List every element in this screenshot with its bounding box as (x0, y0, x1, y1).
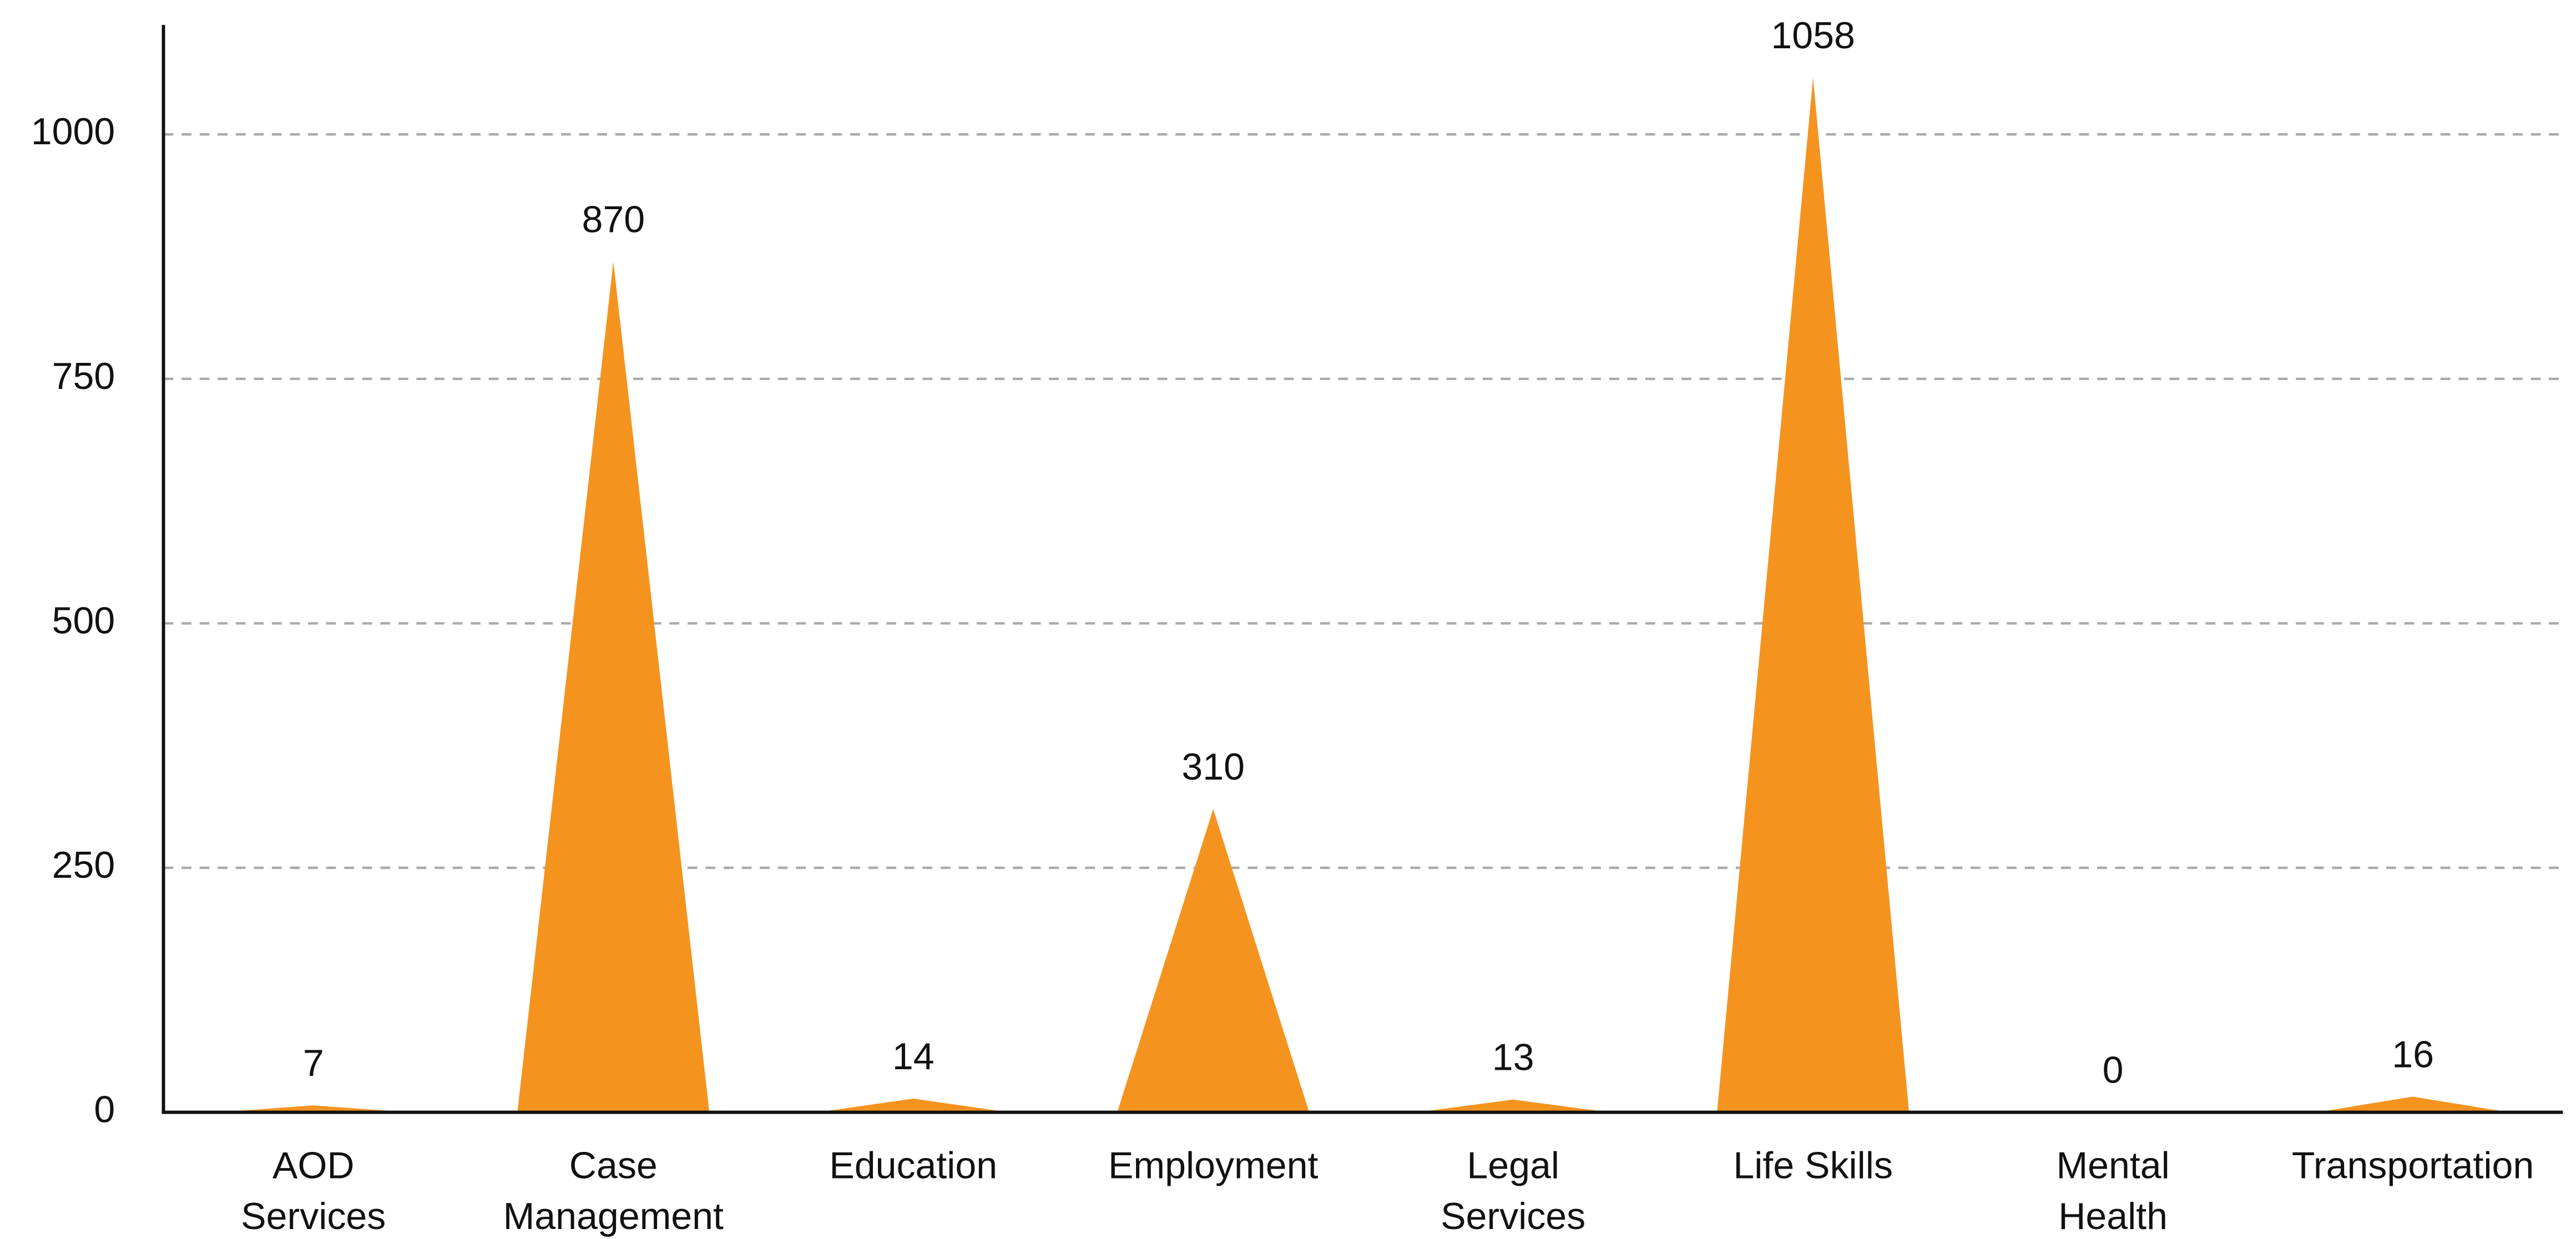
value-label: 14 (892, 1035, 935, 1078)
y-tick-label: 250 (52, 844, 115, 886)
x-tick-label: Life Skills (1733, 1144, 1893, 1186)
x-tick-label: Education (829, 1144, 997, 1186)
value-label: 1058 (1771, 14, 1855, 57)
y-tick-label: 0 (94, 1089, 115, 1131)
x-tick-label: Services (1441, 1195, 1585, 1237)
y-tick-label: 750 (52, 355, 115, 397)
y-tick-label: 1000 (31, 110, 115, 153)
peak (817, 1098, 1009, 1112)
peak (217, 1105, 410, 1112)
value-label: 7 (303, 1042, 324, 1084)
value-label: 13 (1492, 1036, 1534, 1079)
value-label: 870 (582, 198, 645, 240)
x-tick-label: Employment (1108, 1144, 1318, 1186)
value-label: 310 (1181, 746, 1245, 788)
value-label: 16 (2392, 1033, 2434, 1075)
y-tick-label: 500 (52, 599, 115, 641)
value-label: 0 (2103, 1049, 2124, 1091)
x-tick-label: Transportation (2292, 1144, 2534, 1186)
x-tick-label: Mental (2056, 1144, 2169, 1186)
peak (1717, 77, 1910, 1112)
x-tick-label: Management (503, 1195, 724, 1237)
x-tick-label: Legal (1467, 1144, 1559, 1186)
peak (1117, 809, 1310, 1112)
x-tick-label: AOD (272, 1144, 355, 1186)
peak (1417, 1099, 1609, 1112)
peak (2317, 1096, 2509, 1112)
x-tick-label: Case (569, 1144, 658, 1186)
x-tick-label: Services (241, 1195, 386, 1237)
x-tick-label: Health (2058, 1195, 2168, 1237)
peak (517, 261, 710, 1112)
